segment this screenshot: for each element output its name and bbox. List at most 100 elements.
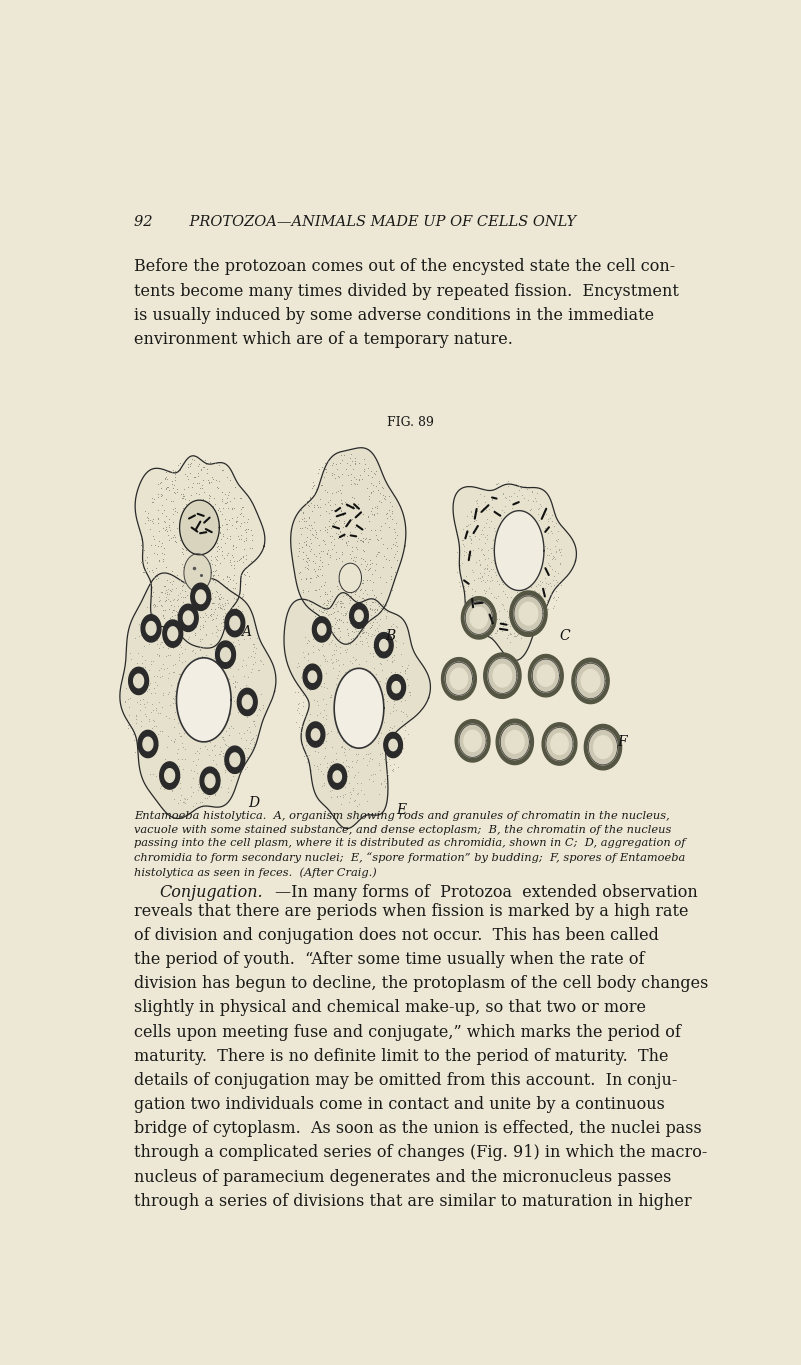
Point [504,624,517,646]
Point [365,681,378,703]
Point [396,710,409,732]
Polygon shape [519,602,537,625]
Point [468,599,481,621]
Point [372,728,385,749]
Point [518,572,531,594]
Point [363,528,376,550]
Point [359,621,372,643]
Point [317,773,330,794]
Point [217,547,230,569]
Point [164,591,177,613]
Point [478,583,491,605]
Point [222,706,235,728]
Point [249,651,262,673]
Point [390,636,403,658]
Point [502,613,515,635]
Point [533,581,545,603]
Point [324,755,336,777]
Point [343,448,356,470]
Point [135,613,148,635]
Point [366,599,379,621]
Polygon shape [510,591,547,636]
Point [192,483,205,505]
Point [304,571,316,592]
Point [250,725,263,747]
Point [547,546,560,568]
Point [222,571,235,592]
Point [160,476,173,498]
Point [496,592,509,614]
Point [254,699,267,721]
Point [364,594,376,616]
Point [143,572,156,594]
Point [535,495,548,517]
Point [330,704,343,726]
Point [300,550,313,572]
Text: —In many forms of  Protozoa  extended observation: —In many forms of Protozoa extended obse… [276,883,698,901]
Point [303,508,316,530]
Point [497,610,509,632]
Point [175,579,188,601]
Point [231,629,244,651]
Point [465,528,477,550]
Point [193,489,206,511]
Point [300,530,312,551]
Point [311,609,324,631]
Point [375,491,388,513]
Point [220,566,233,588]
Point [302,643,315,665]
Point [377,682,390,704]
Point [507,607,520,629]
Point [346,627,359,648]
Point [349,729,362,751]
Point [517,545,530,566]
Point [502,557,515,579]
Point [151,674,163,696]
Point [181,554,194,576]
Point [513,575,526,597]
Point [509,603,522,625]
Point [169,622,182,644]
Point [135,715,147,737]
Point [331,480,344,502]
Point [221,485,234,506]
Point [331,667,344,689]
Point [378,770,391,792]
Point [459,516,472,538]
Point [532,602,545,624]
Point [219,602,231,624]
Point [296,736,308,758]
Point [509,501,521,523]
Point [352,743,364,764]
Point [544,572,557,594]
Point [324,786,337,808]
Point [354,773,367,794]
Point [240,719,253,741]
Point [202,468,215,490]
Point [192,465,205,487]
Point [154,590,167,612]
Point [178,478,191,500]
Point [380,502,392,524]
Point [515,517,528,539]
Point [163,461,175,483]
Point [233,549,246,571]
Point [154,702,167,723]
Point [533,587,545,609]
Point [328,643,340,665]
Point [368,505,380,527]
Point [534,588,547,610]
Point [207,591,219,613]
Point [358,684,371,706]
Point [168,482,181,504]
Point [179,639,191,661]
Point [321,583,334,605]
Point [340,722,353,744]
Point [241,508,254,530]
Point [159,517,172,539]
Point [387,613,400,635]
Point [525,480,538,502]
Polygon shape [453,485,577,661]
Point [215,586,227,607]
Point [195,457,207,479]
